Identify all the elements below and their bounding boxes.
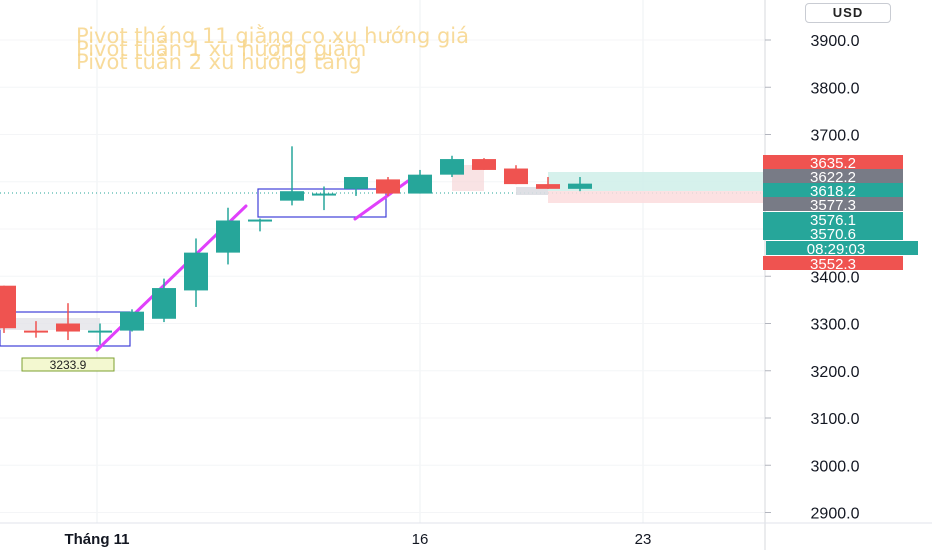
price-tag-label-0: 3635.2 bbox=[810, 155, 856, 172]
candle-body-14 bbox=[440, 159, 464, 175]
price-tag-6 bbox=[766, 241, 918, 255]
price-tag-3 bbox=[763, 197, 903, 211]
candle-body-10 bbox=[312, 193, 336, 196]
price-tags: 3635.23622.23618.23577.33576.13570.608:2… bbox=[763, 155, 918, 273]
price-tick-label-0: 2900.0 bbox=[811, 506, 860, 523]
price-tag-5 bbox=[763, 226, 903, 240]
price-tag-4 bbox=[763, 212, 903, 226]
price-tick-label-4: 3300.0 bbox=[811, 317, 860, 334]
price-tag-1 bbox=[763, 169, 903, 183]
candle-body-9 bbox=[280, 191, 304, 201]
time-tick-label-2: 23 bbox=[635, 531, 652, 548]
grid bbox=[0, 0, 765, 523]
candle-body-0 bbox=[0, 285, 16, 329]
price-tag-7 bbox=[763, 256, 903, 270]
candle-body-18 bbox=[568, 183, 592, 189]
entry-band bbox=[516, 187, 548, 195]
price-tag-0 bbox=[763, 155, 903, 169]
price-tick-label-2: 3100.0 bbox=[811, 411, 860, 428]
price-tag-label-7: 3552.3 bbox=[810, 256, 856, 273]
low-annotation-box bbox=[21, 357, 115, 372]
candle-body-11 bbox=[344, 177, 368, 189]
low-annotation-label: 3233.9 bbox=[50, 358, 87, 372]
pivot-box-week bbox=[257, 188, 387, 218]
profit-zone bbox=[548, 172, 763, 191]
time-tick-label-1: 16 bbox=[412, 531, 429, 548]
candle-body-3 bbox=[88, 330, 112, 333]
price-tag-label-3: 3577.3 bbox=[810, 197, 856, 214]
low-annotation: 3233.9 bbox=[21, 357, 115, 372]
candle-body-13 bbox=[408, 174, 432, 194]
currency-button[interactable]: USD bbox=[805, 3, 891, 23]
price-tag-label-2: 3618.2 bbox=[810, 183, 856, 200]
candle-body-6 bbox=[184, 252, 208, 291]
overlay-line-1: Pivot tháng 11 giằng co xu hướng giá bbox=[76, 24, 469, 48]
candle-body-1 bbox=[24, 330, 48, 333]
overlay-line-2: Pivot tuần 1 xu hướng giảm bbox=[76, 37, 367, 61]
price-tag-label-5: 3570.6 bbox=[810, 226, 856, 243]
time-axis[interactable]: Tháng 11 16 23 bbox=[64, 531, 651, 548]
candle-body-16 bbox=[504, 168, 528, 185]
price-tick-label-8: 3700.0 bbox=[811, 128, 860, 145]
candle-body-5 bbox=[152, 288, 176, 319]
price-tick-label-10: 3900.0 bbox=[811, 33, 860, 50]
price-tick-label-5: 3400.0 bbox=[811, 269, 860, 286]
candle-body-15 bbox=[472, 159, 496, 170]
overlay-line-3: Pivot tuần 2 xu hướng tăng bbox=[76, 50, 362, 74]
price-tag-label-1: 3622.2 bbox=[810, 169, 856, 186]
price-tick-label-3: 3200.0 bbox=[811, 364, 860, 381]
price-tick-label-1: 3000.0 bbox=[811, 458, 860, 475]
candle-body-4 bbox=[120, 311, 144, 331]
loss-zone bbox=[548, 191, 763, 203]
price-tag-2 bbox=[763, 183, 903, 197]
price-tag-label-4: 3576.1 bbox=[810, 212, 856, 229]
candle-body-7 bbox=[216, 220, 240, 253]
price-tag-label-6: 08:29:03 bbox=[807, 241, 865, 258]
candle-body-8 bbox=[248, 219, 272, 222]
candle-body-2 bbox=[56, 323, 80, 332]
candles bbox=[0, 146, 592, 345]
candle-body-17 bbox=[536, 184, 560, 189]
price-tick-label-9: 3800.0 bbox=[811, 80, 860, 97]
candle-body-12 bbox=[376, 179, 400, 194]
time-tick-label-0: Tháng 11 bbox=[64, 531, 129, 548]
